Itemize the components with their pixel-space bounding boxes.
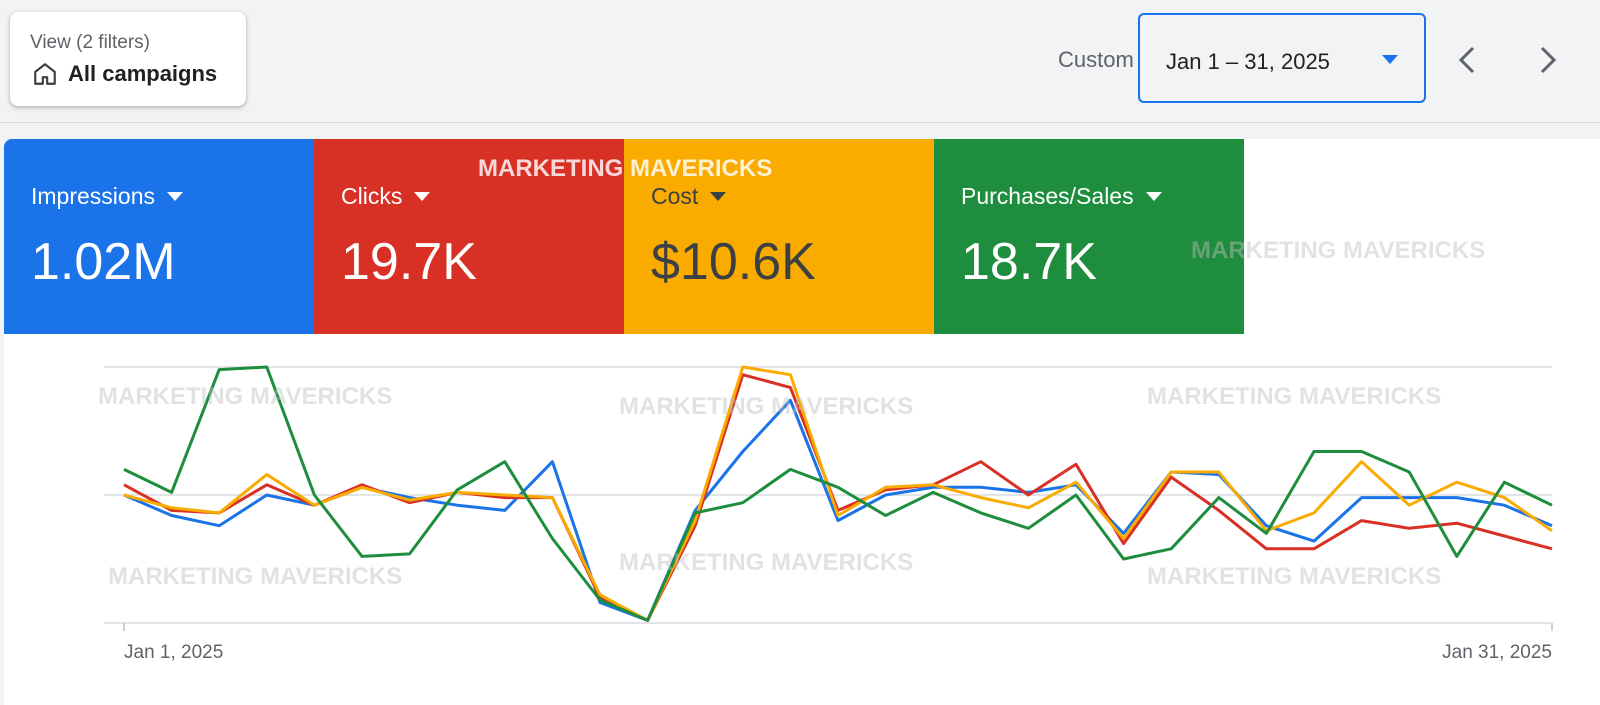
metric-tile-impressions[interactable]: Impressions 1.02M [4, 139, 314, 334]
view-selection: All campaigns [32, 61, 217, 87]
view-filters-label: View (2 filters) [30, 32, 151, 53]
date-mode-label: Custom [1058, 47, 1134, 72]
date-range-picker[interactable]: Jan 1 – 31, 2025 [1138, 13, 1426, 103]
metric-label: Purchases/Sales [961, 183, 1162, 210]
series-line-purchases-sales [123, 365, 1553, 622]
series-line-clicks [123, 373, 1553, 622]
metric-value: 19.7K [341, 233, 477, 291]
caret-down-icon [166, 192, 183, 201]
caret-down-icon [414, 192, 431, 201]
metric-tile-cost[interactable]: Cost $10.6K [624, 139, 934, 334]
caret-down-icon [710, 192, 727, 201]
store-icon [34, 63, 56, 85]
metric-value: $10.6K [651, 233, 816, 291]
x-tick-label: Jan 1, 2025 [124, 642, 223, 663]
caret-down-icon [1145, 192, 1162, 201]
metric-label: Impressions [31, 183, 183, 210]
line-chart: Jan 1, 2025 Jan 31, 2025 [104, 365, 1553, 663]
metric-label: Clicks [341, 183, 431, 210]
metric-tile-clicks[interactable]: Clicks 19.7K [314, 139, 624, 334]
date-range-text: Jan 1 – 31, 2025 [1166, 49, 1330, 74]
x-tick-label: Jan 31, 2025 [1442, 642, 1552, 663]
top-bar: View (2 filters) All campaigns Custom Ja… [0, 0, 1600, 123]
metric-value: 18.7K [961, 233, 1097, 291]
metric-tile-purchases[interactable]: Purchases/Sales 18.7K [934, 139, 1244, 334]
chevron-right-icon[interactable] [1532, 40, 1562, 80]
metric-label: Cost [651, 183, 727, 210]
view-selector[interactable]: View (2 filters) All campaigns [10, 12, 246, 106]
caret-down-icon [1382, 55, 1398, 64]
chevron-left-icon[interactable] [1453, 40, 1483, 80]
view-title: All campaigns [68, 61, 218, 86]
metric-value: 1.02M [31, 233, 176, 291]
performance-card: Impressions 1.02M Clicks 19.7K Cost $10.… [4, 139, 1600, 705]
series-line-cost [123, 365, 1553, 622]
